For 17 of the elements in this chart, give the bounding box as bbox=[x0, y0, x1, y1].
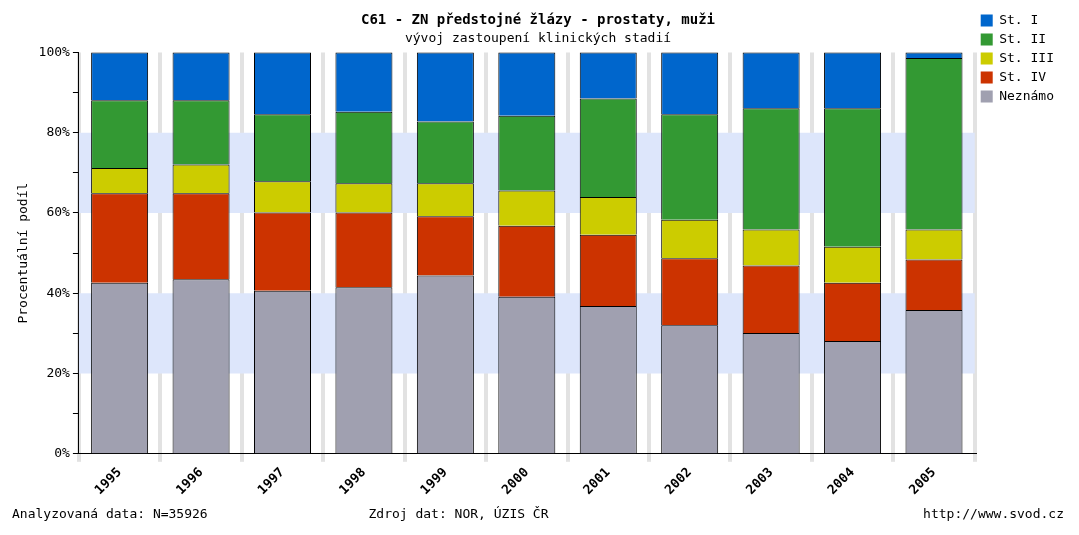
legend-label: St. I bbox=[999, 11, 1039, 27]
y-tick-label: 100% bbox=[38, 43, 71, 59]
y-tick-label: 60% bbox=[46, 204, 71, 220]
text: Zdroj dat: NOR, ÚZIS ČR bbox=[368, 505, 549, 521]
y-tick-label: 40% bbox=[46, 284, 71, 300]
legend-label: St. II bbox=[999, 30, 1047, 46]
chart-subtitle: vývoj zastoupení klinických stadií bbox=[404, 29, 672, 45]
legend-label: Neznámo bbox=[999, 87, 1055, 103]
text: Analyzovaná data: N=35926 bbox=[12, 505, 208, 521]
y-tick-label: 20% bbox=[46, 364, 71, 380]
text: http://www.svod.cz bbox=[923, 505, 1064, 521]
y-axis-title: Procentuální podíl bbox=[15, 182, 31, 324]
y-tick-label: 80% bbox=[46, 124, 71, 140]
y-tick-label: 0% bbox=[54, 445, 71, 461]
chart-title: C61 - ZN předstojné žlázy - prostaty, muži bbox=[360, 11, 716, 28]
legend-label: St. IV bbox=[999, 68, 1047, 84]
legend-label: St. III bbox=[999, 49, 1055, 65]
